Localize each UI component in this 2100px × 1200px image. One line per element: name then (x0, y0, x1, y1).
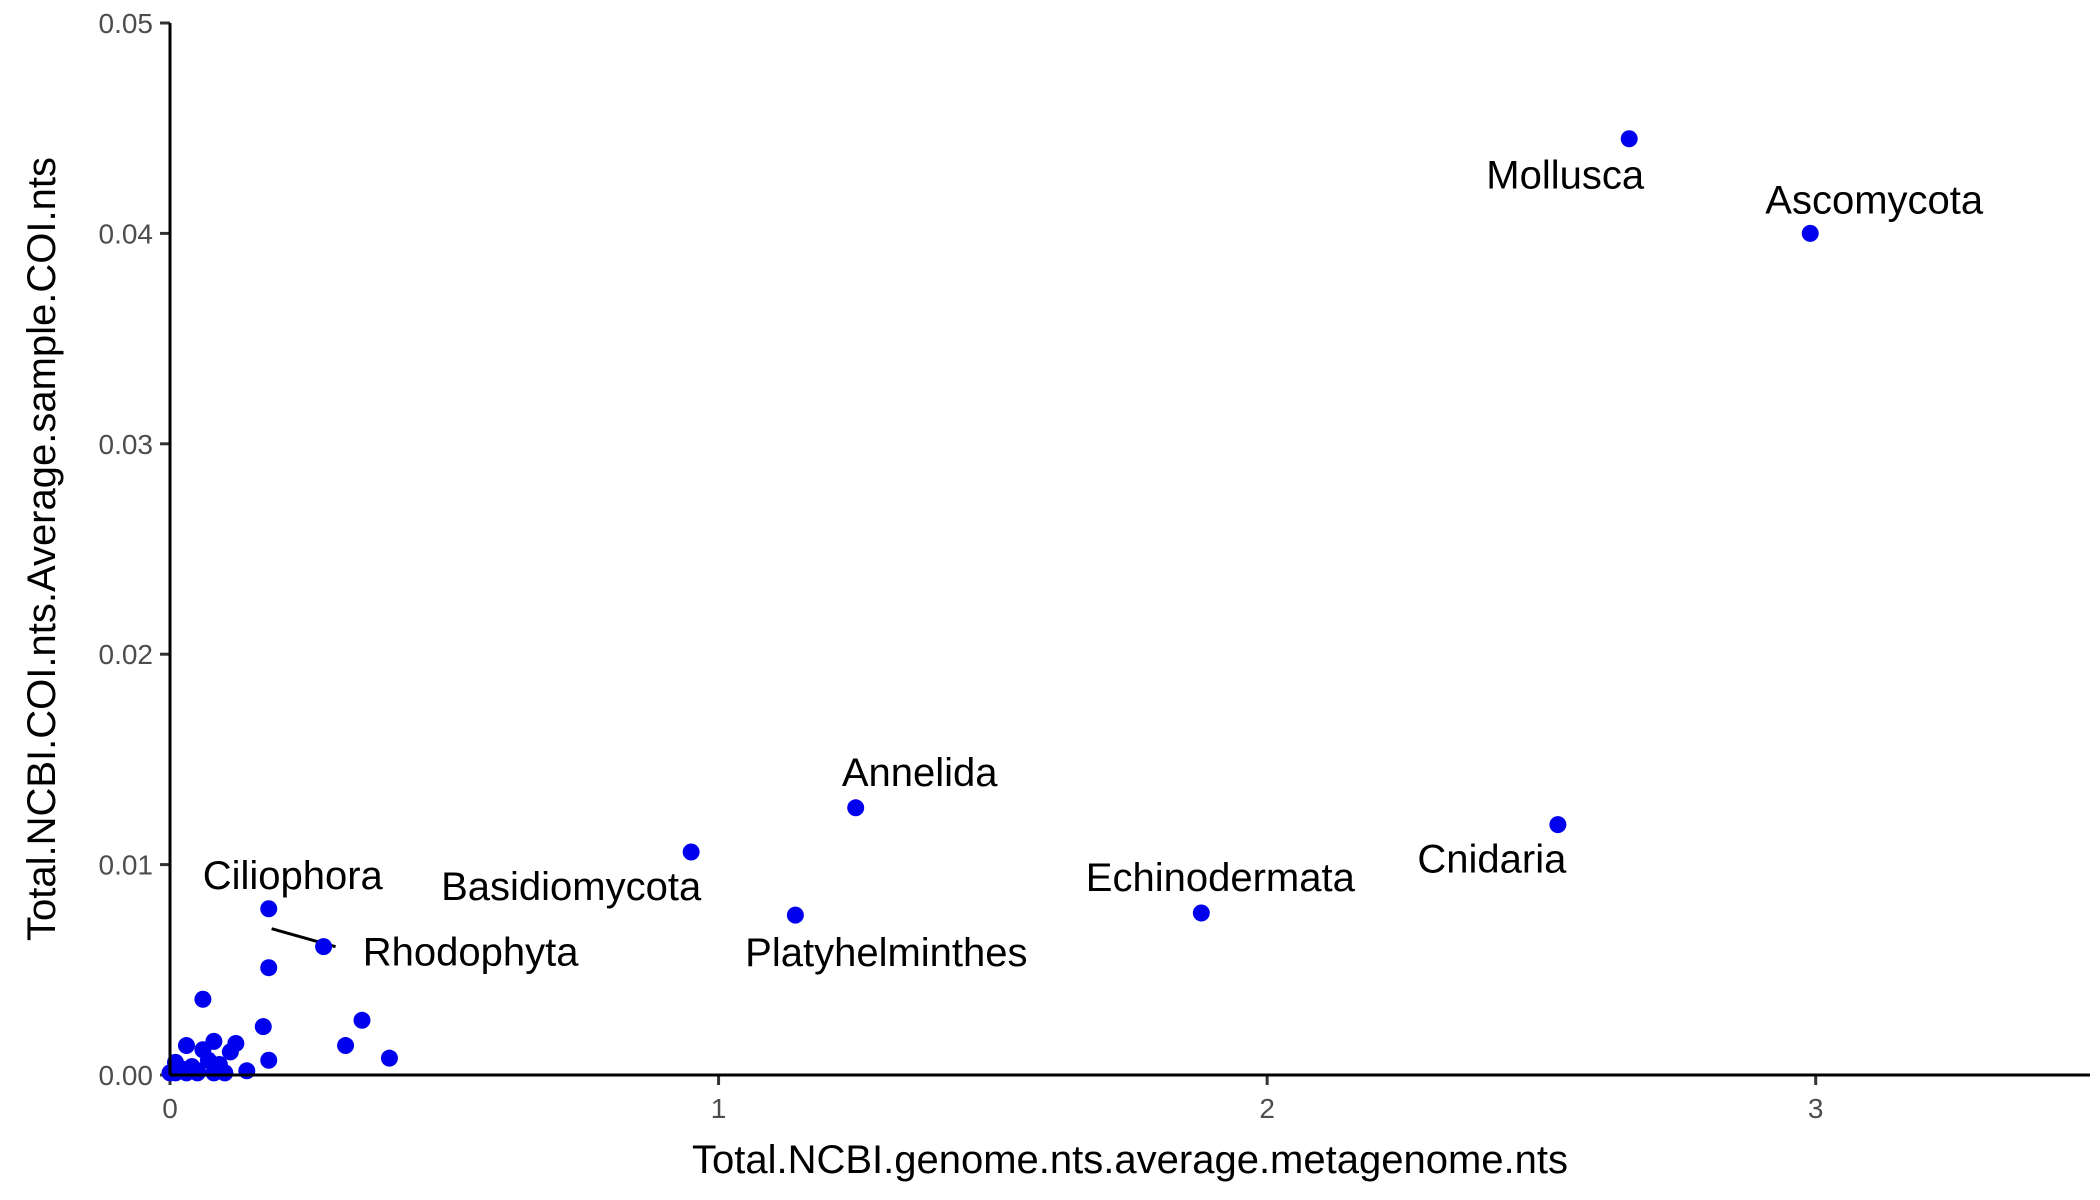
x-tick-label: 0 (162, 1093, 178, 1124)
y-tick-label: 0.00 (99, 1060, 154, 1091)
point-ciliophora (260, 900, 278, 918)
point-ascomycota (1801, 224, 1819, 242)
data-point (221, 1043, 239, 1061)
point-label-ascomycota: Ascomycota (1765, 178, 1984, 222)
data-point (260, 959, 278, 977)
point-label-ciliophora: Ciliophora (203, 854, 384, 898)
point-annelida (847, 799, 865, 817)
y-tick-label: 0.03 (99, 429, 154, 460)
point-rhodophyta (315, 938, 333, 956)
point-basidiomycota (682, 843, 700, 861)
data-point (238, 1062, 256, 1080)
y-tick-label: 0.04 (99, 218, 154, 249)
data-point (254, 1018, 272, 1036)
y-tick-label: 0.02 (99, 639, 154, 670)
point-label-annelida: Annelida (842, 751, 998, 795)
point-label-rhodophyta: Rhodophyta (363, 931, 579, 975)
data-point (380, 1049, 398, 1067)
point-label-basidiomycota: Basidiomycota (441, 865, 702, 909)
point-mollusca (1620, 130, 1638, 148)
point-label-echinodermata: Echinodermata (1086, 856, 1356, 900)
data-point (177, 1037, 195, 1055)
y-tick-label: 0.05 (99, 8, 154, 39)
point-echinodermata (1192, 904, 1210, 922)
point-label-platyhelminthes: Platyhelminthes (745, 931, 1027, 975)
y-axis-title: Total.NCBI.COI.nts.Average.sample.COI.nt… (20, 157, 64, 941)
point-labels: Mollusca Ascomycota Annelida Cnidaria Basidi… (203, 154, 1984, 975)
data-point (260, 1051, 278, 1069)
x-tick-label: 3 (1808, 1093, 1824, 1124)
point-cnidaria (1549, 816, 1567, 834)
data-point (194, 990, 212, 1008)
x-tick-label: 2 (1259, 1093, 1275, 1124)
data-point (353, 1011, 371, 1029)
x-axis-title: Total.NCBI.genome.nts.average.metagenome… (692, 1138, 1568, 1182)
point-label-cnidaria: Cnidaria (1417, 838, 1567, 882)
x-tick-label: 1 (711, 1093, 727, 1124)
data-point (188, 1064, 206, 1082)
data-point (216, 1064, 234, 1082)
data-point (337, 1037, 355, 1055)
data-points (161, 130, 1819, 1082)
y-tick-label: 0.01 (99, 850, 154, 881)
point-label-mollusca: Mollusca (1486, 154, 1645, 198)
point-platyhelminthes (786, 906, 804, 924)
axis-ticks: 0 1 2 3 0.00 0.01 0.02 0.03 0.04 0.05 (99, 8, 1824, 1124)
